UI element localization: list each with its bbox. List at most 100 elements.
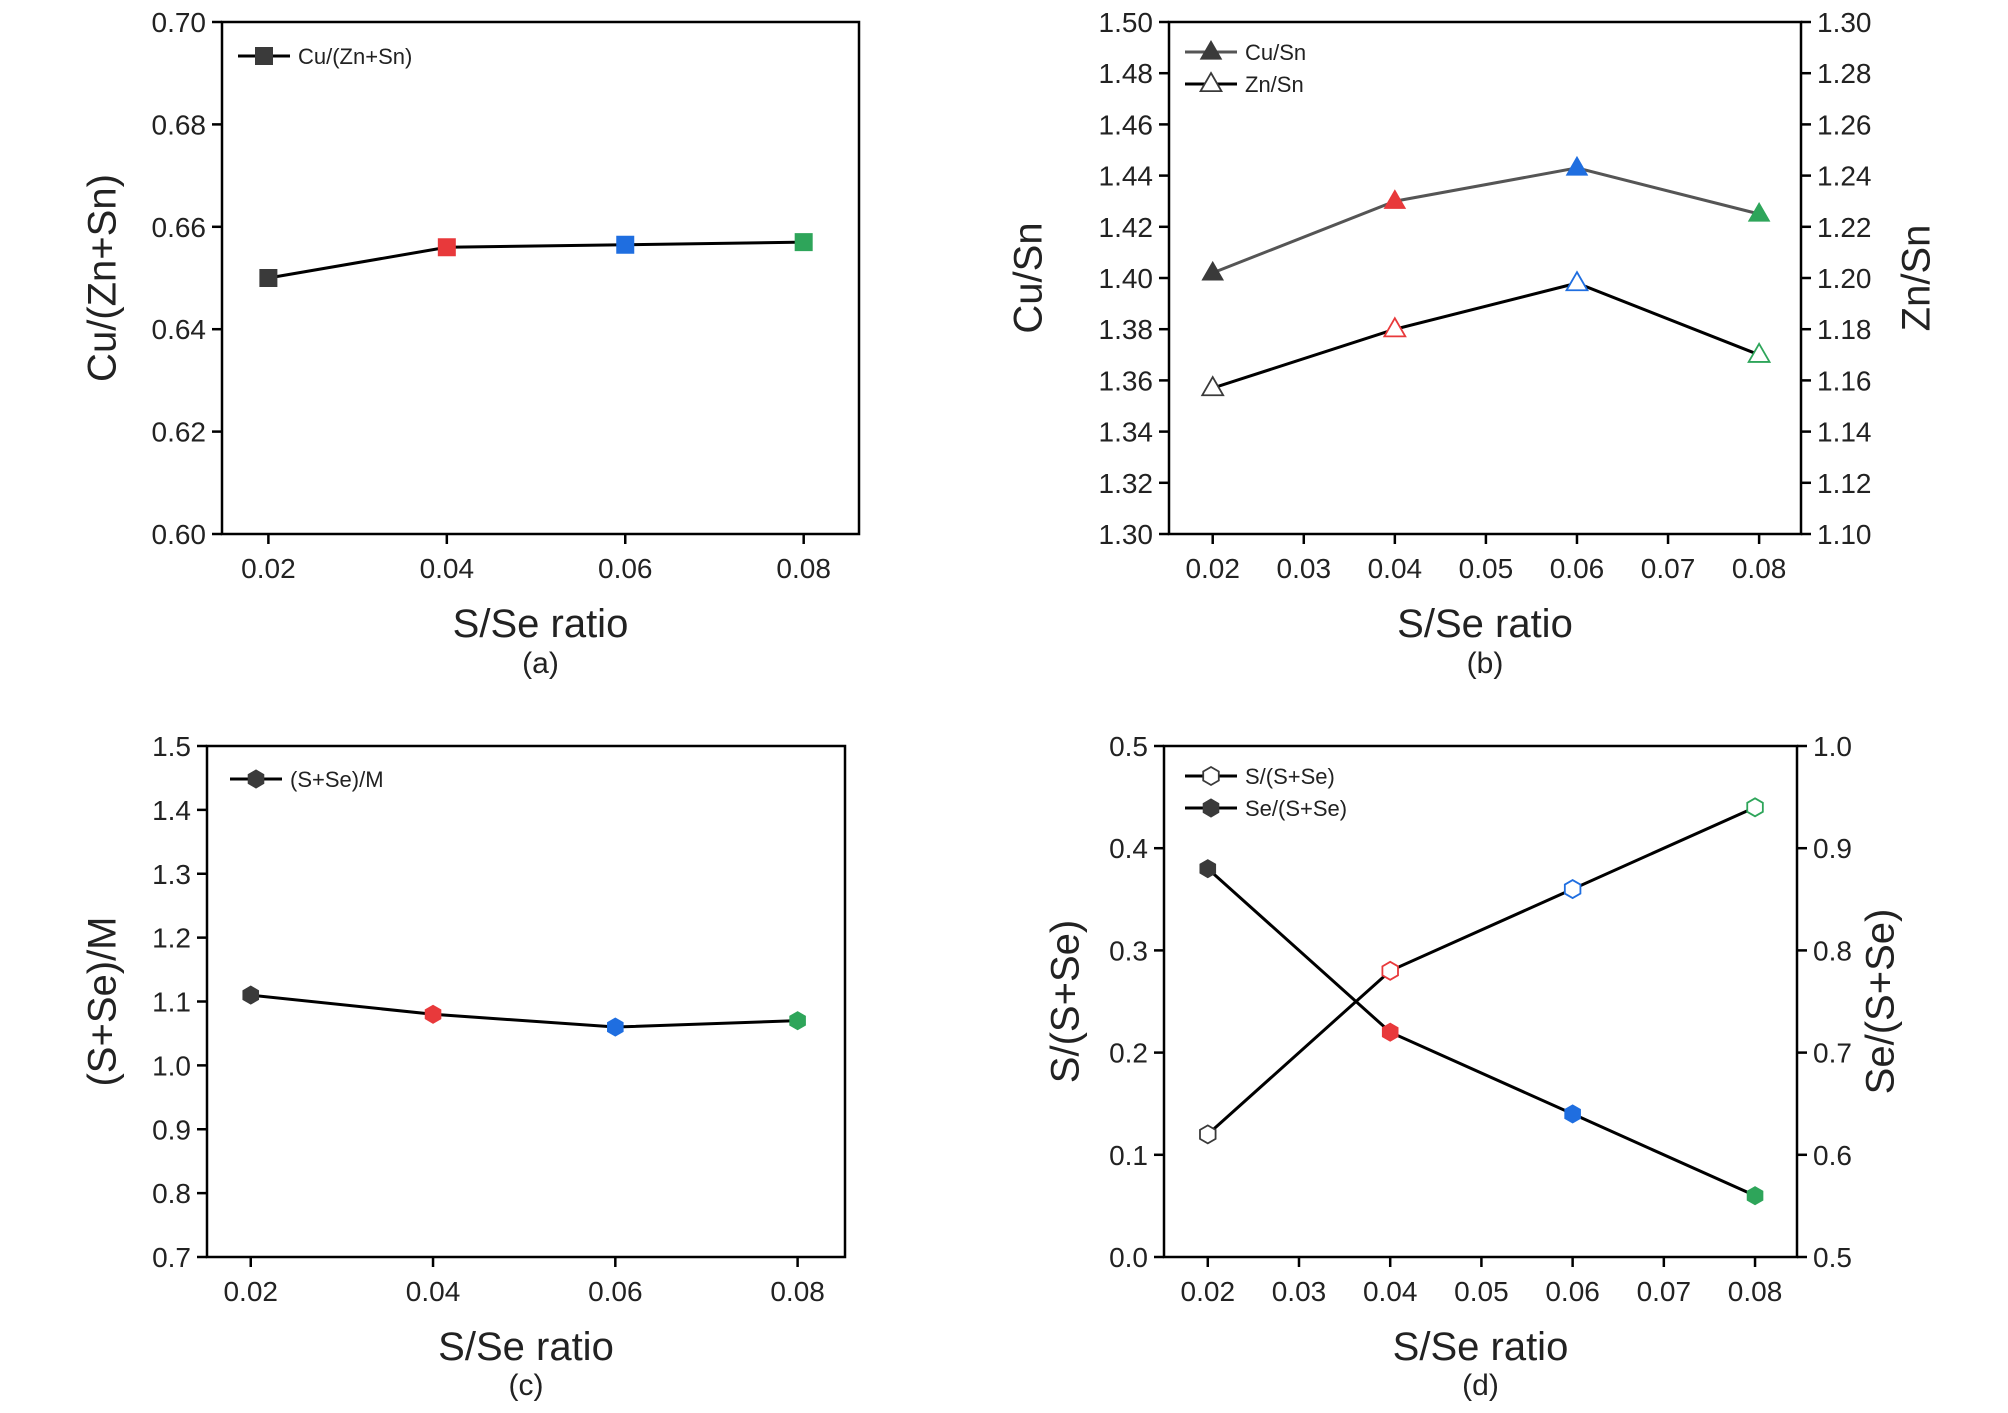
chart-panel-b: 0.02 0.03 0.04 0.05 0.06 0.07 0.08 1.30 1.32 1.34… xyxy=(1007,7,1939,680)
data-point xyxy=(1563,879,1582,900)
plot-frame xyxy=(220,20,861,536)
data-point xyxy=(789,1011,806,1031)
x-tick-label: 0.07 xyxy=(1637,1276,1692,1307)
y2-tick-label: 0.9 xyxy=(1813,833,1852,864)
y-tick-label: 0.66 xyxy=(152,212,207,243)
x-tick-label: 0.03 xyxy=(1272,1276,1327,1307)
x-axis-title: S/Se ratio xyxy=(438,1325,614,1369)
y-axis-title: (S+Se)/M xyxy=(81,916,125,1086)
y-tick-label: 1.3 xyxy=(152,859,191,890)
y2-tick-label: 1.26 xyxy=(1817,109,1872,140)
y-axis-title: S/(S+Se) xyxy=(1044,920,1088,1083)
data-point xyxy=(1747,341,1772,363)
x-tick-label: 0.02 xyxy=(1181,1276,1236,1307)
x-tick-label: 0.06 xyxy=(588,1276,643,1307)
chart-panel-a: 0.02 0.04 0.06 0.08 0.60 0.62 0.64 0.66 0.68 0.70… xyxy=(81,7,861,680)
y-tick-label: 0.60 xyxy=(152,519,207,550)
data-point xyxy=(259,269,278,287)
data-point xyxy=(607,1017,624,1037)
x-tick-label: 0.04 xyxy=(1363,1276,1418,1307)
x-tick-label: 0.05 xyxy=(1454,1276,1509,1307)
y2-tick-label: 1.24 xyxy=(1817,161,1872,192)
legend-marker xyxy=(255,47,273,65)
x-axis-title: S/Se ratio xyxy=(1393,1325,1569,1369)
y-tick-label: 1.40 xyxy=(1099,263,1154,294)
x-tick-label: 0.04 xyxy=(420,553,475,584)
y2-tick-label: 1.14 xyxy=(1817,417,1872,448)
y-tick-label: 0.0 xyxy=(1109,1242,1148,1273)
y2-tick-label: 1.0 xyxy=(1813,731,1852,762)
data-point xyxy=(794,233,813,252)
x-tick-label: 0.04 xyxy=(1368,553,1423,584)
y-tick-label: 0.64 xyxy=(152,314,207,345)
plot-frame xyxy=(1167,20,1803,536)
y2-tick-label: 1.30 xyxy=(1817,7,1872,38)
y-tick-label: 1.5 xyxy=(152,731,191,762)
data-point xyxy=(1199,1124,1217,1145)
y-tick-label: 1.36 xyxy=(1099,365,1154,396)
y-tick-label: 1.42 xyxy=(1099,212,1154,243)
x-tick-label: 0.06 xyxy=(1550,553,1605,584)
panel-caption: (c) xyxy=(509,1369,544,1402)
legend-marker xyxy=(1198,71,1224,93)
y2-tick-label: 1.16 xyxy=(1817,365,1872,396)
legend-marker xyxy=(247,769,265,789)
data-point xyxy=(616,235,635,254)
legend-marker xyxy=(1202,798,1220,818)
y-tick-label: 1.38 xyxy=(1099,314,1154,345)
chart-panel-c: 0.02 0.04 0.06 0.08 0.7 0.8 0.9 1.0 1.1 1.2 1.3 1.4… xyxy=(81,731,847,1402)
data-point xyxy=(1199,859,1217,879)
plot-frame xyxy=(1162,744,1799,1259)
data-point xyxy=(1201,260,1225,281)
y-tick-label: 0.3 xyxy=(1109,935,1148,966)
x-tick-label: 0.07 xyxy=(1641,553,1696,584)
y-tick-label: 0.62 xyxy=(152,417,207,448)
y-tick-label: 0.1 xyxy=(1109,1140,1148,1171)
y-axis-title: Cu/Sn xyxy=(1007,222,1051,333)
y-tick-label: 1.34 xyxy=(1099,417,1154,448)
series-line xyxy=(1212,166,1760,275)
x-tick-label: 0.04 xyxy=(406,1276,461,1307)
panel-caption: (b) xyxy=(1467,647,1504,680)
panel-caption: (d) xyxy=(1462,1369,1499,1402)
x-tick-label: 0.06 xyxy=(1545,1276,1600,1307)
data-point xyxy=(1382,316,1407,338)
series-line xyxy=(1206,805,1756,1136)
y2-tick-label: 0.5 xyxy=(1813,1242,1852,1273)
legend-label: Se/(S+Se) xyxy=(1245,796,1347,821)
x-tick-label: 0.02 xyxy=(1185,553,1240,584)
y-tick-label: 1.4 xyxy=(152,795,191,826)
data-point xyxy=(242,985,260,1005)
legend-label: Zn/Sn xyxy=(1245,72,1304,97)
data-point xyxy=(437,238,456,257)
data-point xyxy=(424,1004,442,1024)
y-tick-label: 0.5 xyxy=(1109,731,1148,762)
y-tick-label: 1.30 xyxy=(1099,519,1154,550)
data-point xyxy=(1564,1104,1581,1124)
y-tick-label: 0.68 xyxy=(152,109,207,140)
series-line xyxy=(250,993,798,1029)
y-tick-label: 0.2 xyxy=(1109,1038,1148,1069)
y2-tick-label: 1.20 xyxy=(1817,263,1872,294)
legend-label: Cu/Sn xyxy=(1245,40,1306,65)
x-tick-label: 0.02 xyxy=(223,1276,278,1307)
y2-tick-label: 0.8 xyxy=(1813,935,1852,966)
y-axis-title: Cu/(Zn+Sn) xyxy=(81,174,125,382)
y2-axis-title: Se/(S+Se) xyxy=(1859,909,1903,1095)
y-tick-label: 1.2 xyxy=(152,923,191,954)
data-point xyxy=(1746,797,1764,818)
series-line xyxy=(1206,867,1756,1198)
data-point xyxy=(1381,1022,1399,1042)
chart-panel-d: 0.02 0.03 0.04 0.05 0.06 0.07 0.08 0.0 0.1 0.2 0.3… xyxy=(1044,731,1903,1402)
data-point xyxy=(1747,201,1771,222)
data-point xyxy=(1564,270,1589,292)
data-point xyxy=(1381,960,1399,981)
y-tick-label: 0.9 xyxy=(152,1114,191,1145)
y-tick-label: 1.0 xyxy=(152,1050,191,1081)
y-tick-label: 0.70 xyxy=(152,7,207,38)
x-tick-label: 0.06 xyxy=(598,553,653,584)
legend-label: Cu/(Zn+Sn) xyxy=(298,44,412,69)
y-tick-label: 1.32 xyxy=(1099,468,1154,499)
series-line xyxy=(268,240,804,280)
